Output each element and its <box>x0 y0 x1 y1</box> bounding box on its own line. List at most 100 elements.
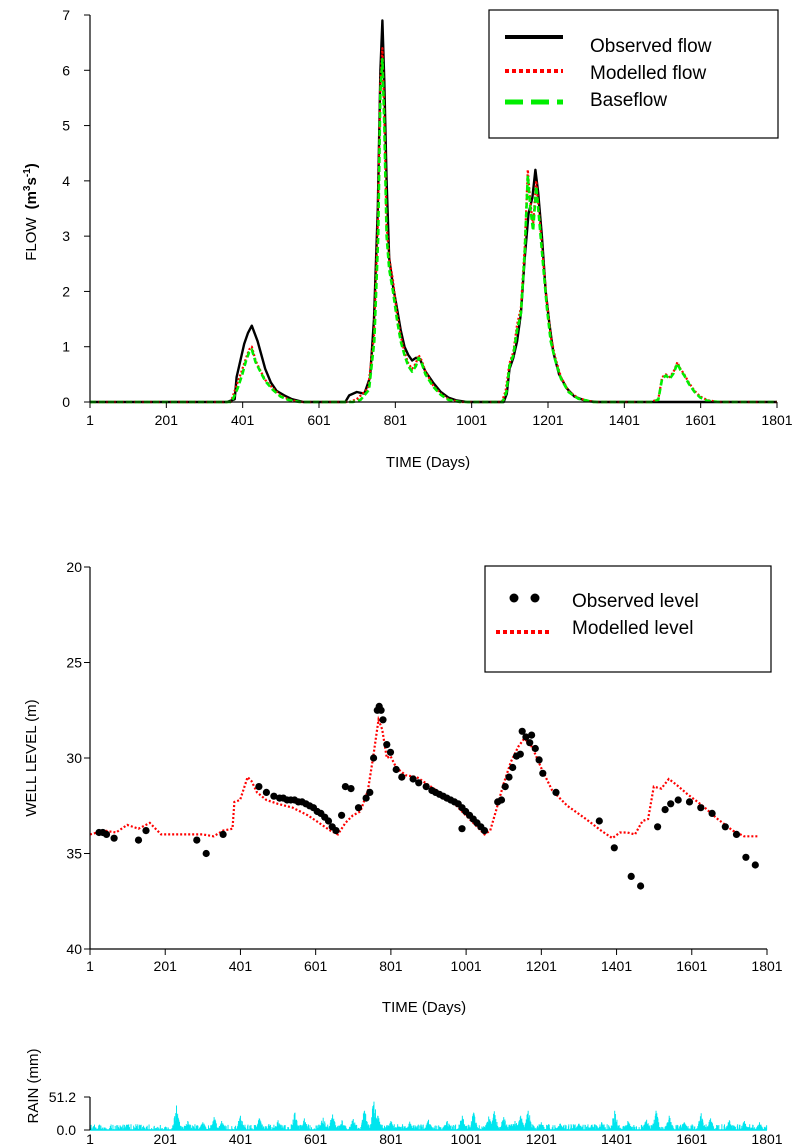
well-observed-point <box>552 788 560 797</box>
flow-x-tick-label: 1401 <box>609 412 640 428</box>
rain-y-tick-label: 51.2 <box>49 1089 76 1105</box>
well-observed-point <box>528 731 536 739</box>
well-observed-point <box>708 809 716 818</box>
flow-x-tick-label: 601 <box>307 412 331 428</box>
rain-y-tick-label: 0.0 <box>57 1122 77 1138</box>
flow-x-tick-label: 1001 <box>456 412 487 428</box>
well-series-layer <box>89 702 760 890</box>
well-observed-point <box>392 765 400 774</box>
well-observed-point <box>341 783 349 791</box>
well-observed-point <box>377 706 385 714</box>
well-y-tick-label: 25 <box>66 655 82 671</box>
well-observed-point <box>255 783 263 791</box>
well-observed-point <box>383 741 391 749</box>
well-level-chart: 1 201 401 601 801 1001 1201 1401 1601 18012025303… <box>23 559 783 1016</box>
well-x-tick-label: 1 <box>86 958 94 974</box>
well-observed-point <box>262 788 270 797</box>
well-observed-point <box>415 779 423 787</box>
well-observed-point <box>362 794 370 802</box>
well-observed-point <box>721 823 729 831</box>
flow-x-tick-label: 1201 <box>532 412 563 428</box>
rain-x-tick-label: 1601 <box>676 1131 707 1145</box>
well-observed-point <box>202 849 210 858</box>
rain-x-tick-label: 201 <box>154 1131 178 1145</box>
well-observed-point <box>102 830 111 839</box>
well-observed-point <box>386 748 395 756</box>
well-observed-point <box>366 788 374 797</box>
well-x-tick-label: 1601 <box>676 958 707 974</box>
well-x-tick-label: 1201 <box>526 958 557 974</box>
well-observed-point <box>531 744 539 753</box>
flow-legend-box <box>488 9 779 139</box>
flow-legend: Observed flow Modelled flow Baseflow <box>488 9 779 139</box>
rain-series-layer <box>89 1101 768 1131</box>
flow-y-tick-label: 0 <box>62 394 70 410</box>
rain-y-axis-label: RAIN (mm) <box>25 1049 42 1124</box>
well-observed-point <box>270 792 278 800</box>
well-legend: Observed level Modelled level <box>484 565 772 673</box>
well-y-axis-label: WELL LEVEL (m) <box>23 699 40 816</box>
flow-x-tick-label: 1601 <box>685 412 716 428</box>
well-observed-point <box>347 785 355 793</box>
flow-ylabel-units: (m <box>23 191 40 209</box>
rain-x-tick-label: 1 <box>86 1131 94 1145</box>
legend-observed-level-marker-2 <box>530 593 540 603</box>
flow-x-tick-label: 401 <box>231 412 255 428</box>
flow-x-tick-label: 801 <box>384 412 408 428</box>
rain-bars <box>89 1101 768 1130</box>
well-observed-point <box>509 763 517 772</box>
well-observed-point <box>674 796 682 804</box>
flow-y-axis-label: FLOW (m3s-1) <box>22 163 40 261</box>
flow-series-line <box>90 19 777 404</box>
well-observed-point <box>505 773 513 781</box>
well-observed-point <box>539 769 547 777</box>
rain-x-tick-label: 801 <box>379 1131 403 1145</box>
well-observed-point <box>338 811 346 819</box>
well-y-tick-label: 20 <box>66 559 82 575</box>
rain-x-tick-label: 1001 <box>451 1131 482 1145</box>
well-y-tick-label: 30 <box>66 750 82 766</box>
legend-observed-level-marker-1 <box>509 593 519 603</box>
well-observed-point <box>595 817 603 825</box>
well-observed-point <box>627 872 635 881</box>
flow-x-axis-label: TIME (Days) <box>386 454 470 471</box>
flow-y-tick-label: 7 <box>62 7 70 23</box>
flow-series-layer <box>90 19 777 404</box>
well-tick-layer: 1 201 401 601 801 1001 1201 1401 1601 18012025303… <box>66 559 782 974</box>
flow-x-tick-label: 201 <box>155 412 179 428</box>
flow-ylabel-close: ) <box>23 163 40 168</box>
well-observed-point <box>610 844 618 852</box>
well-observed-point <box>332 827 340 835</box>
well-modelled-line <box>89 715 760 840</box>
well-observed-point <box>685 798 694 806</box>
well-observed-point <box>637 882 645 890</box>
well-observed-point <box>732 830 741 839</box>
legend-observed-level: Observed level <box>572 591 699 612</box>
well-observed-point <box>379 716 387 724</box>
rain-chart: 0.051.21 201 401 601 801 1001 1201 1401 1601 1801… <box>25 1049 783 1145</box>
legend-baseflow: Baseflow <box>590 90 667 111</box>
rain-x-tick-label: 1201 <box>526 1131 557 1145</box>
flow-y-tick-label: 6 <box>62 62 70 78</box>
well-observed-point <box>535 756 543 764</box>
well-observed-point <box>751 861 759 869</box>
well-x-tick-label: 801 <box>379 958 403 974</box>
flow-ylabel-main: FLOW <box>23 217 40 261</box>
well-observed-point <box>422 783 430 791</box>
well-observed-point <box>193 836 201 844</box>
well-observed-point <box>501 783 509 791</box>
flow-y-tick-label: 5 <box>62 118 70 134</box>
well-observed-point <box>697 804 705 812</box>
well-observed-point <box>370 754 378 762</box>
well-x-tick-label: 401 <box>229 958 253 974</box>
flow-y-tick-label: 2 <box>62 283 70 299</box>
well-observed-point <box>522 733 530 741</box>
flow-series-line <box>90 57 777 404</box>
well-observed-point <box>497 796 506 804</box>
well-observed-point <box>518 727 526 735</box>
well-x-tick-label: 1801 <box>751 958 782 974</box>
well-observed-point <box>324 817 333 825</box>
well-x-tick-label: 1001 <box>451 958 482 974</box>
rain-x-tick-label: 601 <box>304 1131 328 1145</box>
